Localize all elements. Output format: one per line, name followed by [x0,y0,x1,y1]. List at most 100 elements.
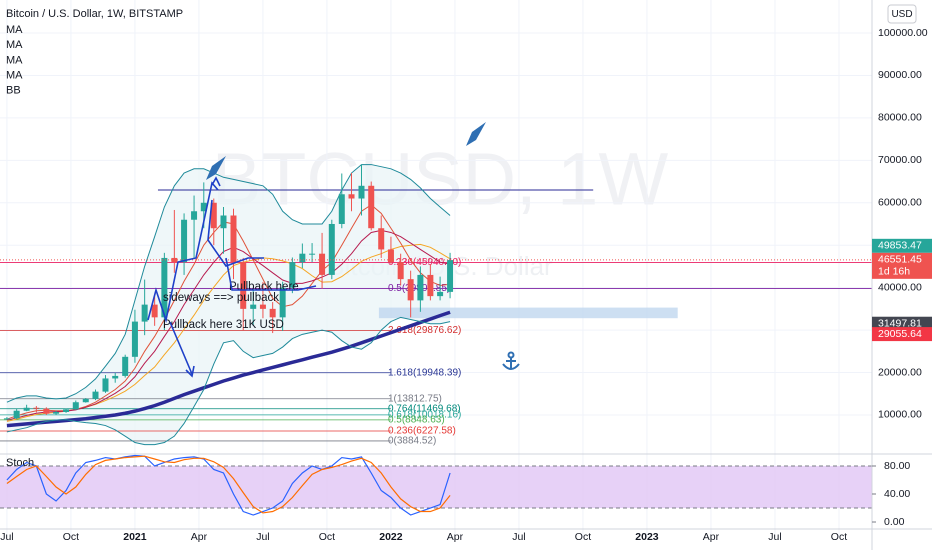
stoch-tick-label: 0.00 [884,516,905,528]
candle-body [33,407,40,409]
overlay-line [6,310,451,428]
candle-body [240,262,247,309]
chart-title: Bitcoin / U.S. Dollar, 1W, BITSTAMP [6,8,183,20]
candle-body [319,253,326,275]
legend-item: MA [6,39,23,51]
candle-body [122,356,129,376]
x-tick-label: Jul [512,531,525,543]
candle-body [269,308,276,318]
candle-body [23,407,30,411]
y-tick-label: 100000.00 [878,27,928,39]
candle-body [72,402,79,410]
stoch-band [0,465,872,509]
price-label-box [872,238,932,253]
price-label: 49853.47 [878,240,922,252]
fib-label: 0.5(8848.63) [388,414,445,425]
candle-body [3,418,10,420]
fib-label: 0.236(6227.58) [388,426,456,437]
x-tick-label: 2023 [635,531,659,543]
y-tick-label: 40000.00 [878,281,922,293]
candle-body [13,410,20,419]
fib-label: 0.764(11469.68) [388,403,461,414]
drawings [147,176,317,378]
rocket-icon [206,122,486,180]
overlay-line [6,204,451,420]
candle-body [53,411,60,414]
candle-body [338,194,345,224]
price-label: 31497.81 [878,318,922,330]
candle-body [82,398,89,403]
candle-body [348,194,355,199]
candle-body [191,211,198,220]
arrow-head [185,365,195,378]
currency-button[interactable] [887,4,917,24]
candle-body [161,257,168,318]
candle-body [210,202,217,229]
x-tick-label: Apr [447,531,464,543]
price-label-sub: 1d 16h [878,266,910,278]
support-zone [378,307,678,319]
candle-body [447,260,454,292]
candle-body [230,215,237,263]
stoch-name: Stoch [6,457,34,469]
x-tick-label: 2022 [379,531,403,543]
candle-body [309,253,316,255]
candle-body [63,409,70,412]
legend-item: MA [6,70,23,82]
y-tick-label: 20000.00 [878,366,922,378]
candle-body [397,262,404,280]
fib-label: 2.618(29876.62) [388,325,461,336]
fib-label: 1(13812.75) [388,393,442,404]
legend-item: BB [6,85,21,97]
candle-body [92,391,99,399]
x-tick-label: Oct [831,531,847,543]
candle-body [259,304,266,309]
candle-body [151,304,158,318]
candle-body [289,262,296,288]
annotation: Pullback here 31K USD [163,319,284,331]
price-label-box [872,327,932,342]
stoch-line [6,454,451,516]
candle-body [112,375,119,379]
stoch-line [6,455,451,514]
fib-label: 1.618(19948.39) [388,367,461,378]
y-tick-label: 10000.00 [878,409,922,421]
candle-body [387,249,394,263]
x-tick-label: Jul [768,531,781,543]
candle-body [407,279,414,301]
y-tick-label: 70000.00 [878,154,922,166]
candle-body [200,202,207,212]
candle-body [102,378,109,392]
y-tick-label: 80000.00 [878,112,922,124]
overlay-line [6,316,451,446]
candle-body [43,408,50,414]
candle-body [141,304,148,322]
currency-button-label[interactable]: USD [891,9,912,20]
candle-body [417,274,424,301]
candle-body [299,253,306,263]
arrow-head [211,176,221,187]
candle-body [131,321,138,357]
x-tick-label: Oct [575,531,591,543]
candle-body [328,223,335,275]
x-tick-label: Oct [319,531,335,543]
candle-body [220,215,227,229]
legend-item: MA [6,24,23,36]
candle-body [437,291,444,297]
anchor-icon [502,351,520,370]
legend-item: MA [6,54,23,66]
x-tick-label: Jul [0,531,13,543]
candle-body [181,219,188,263]
stoch-tick-label: 40.00 [884,488,910,500]
y-tick-label: 90000.00 [878,69,922,81]
fib-label: 0.236(45940.40) [388,257,461,268]
price-label: 46551.45 [878,254,922,266]
bb-fill [6,164,451,445]
overlay-line [6,164,451,403]
fib-label: 0(3884.52) [388,436,436,447]
arrow [225,257,317,291]
x-tick-label: 2021 [123,531,147,543]
price-label: 29055.64 [878,328,922,340]
